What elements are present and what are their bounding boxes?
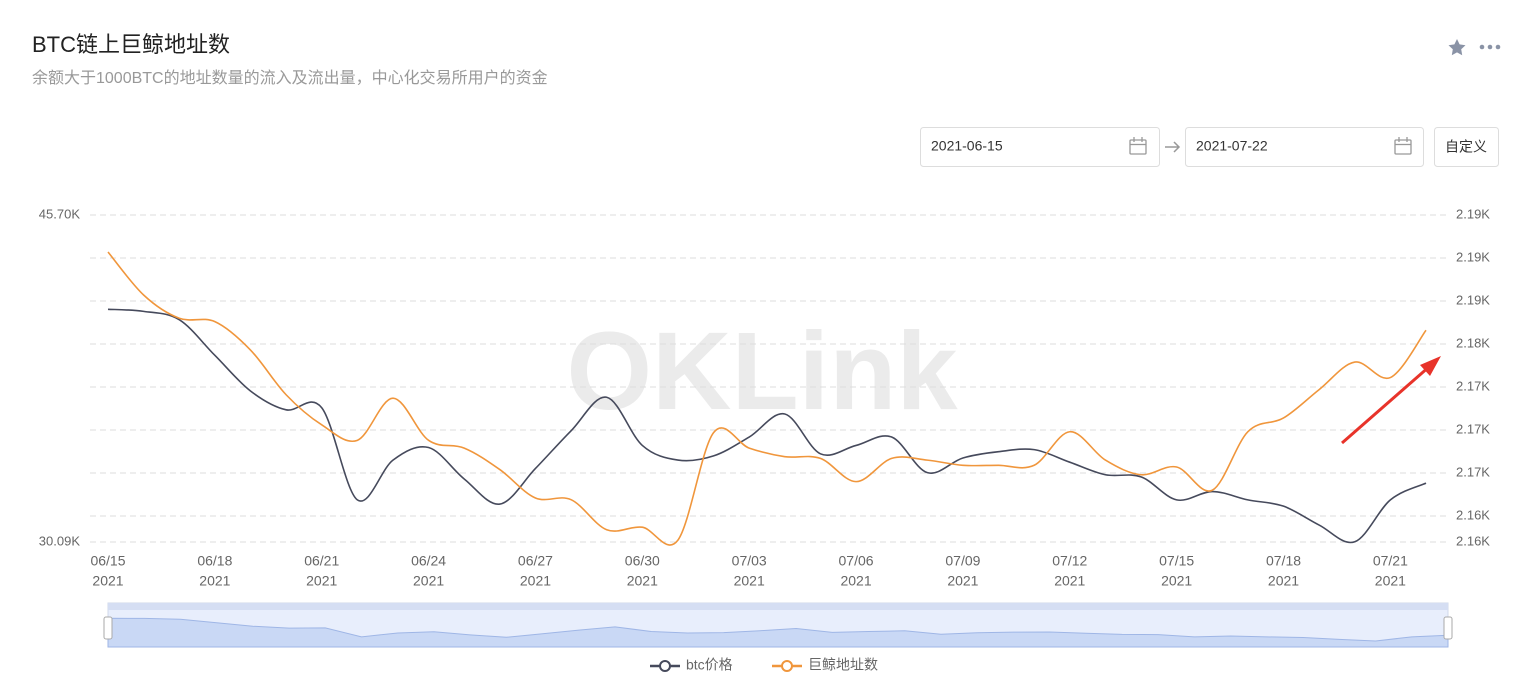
range-arrow [1165,141,1181,153]
x-tick-label: 07/09 [945,553,980,569]
x-tick-year: 2021 [413,573,444,589]
star-icon[interactable] [1448,39,1466,56]
annotation-arrow [1341,364,1431,445]
y2-tick-label: 2.19K [1456,292,1490,307]
zoom-handle [103,616,113,640]
x-tick-label: 07/15 [1159,553,1194,569]
series-line [107,308,1427,544]
legend-marker [659,660,671,672]
x-tick-year: 2021 [734,573,765,589]
x-tick-label: 07/06 [839,553,874,569]
y2-tick-label: 2.19K [1456,249,1490,264]
x-tick-year: 2021 [520,573,551,589]
y2-tick-label: 2.16K [1456,533,1490,548]
zoom-area [107,617,1449,648]
y2-tick-label: 2.17K [1456,378,1490,393]
x-tick-year: 2021 [627,573,658,589]
custom-button-label: 自定义 [1445,139,1487,155]
x-tick-year: 2021 [199,573,230,589]
y2-tick-label: 2.16K [1456,507,1490,522]
x-tick-year: 2021 [92,573,123,589]
series-line [107,251,1427,546]
x-tick-label: 06/27 [518,553,553,569]
y2-tick-label: 2.18K [1456,335,1490,350]
y2-tick-label: 2.17K [1456,421,1490,436]
x-tick-label: 07/18 [1266,553,1301,569]
y2-tick-label: 2.17K [1456,464,1490,479]
y2-tick-label: 2.19K [1456,206,1490,221]
watermark: OKLink [566,310,958,433]
start-date: 2021-06-15 [931,138,1003,154]
x-tick-label: 07/21 [1373,553,1408,569]
x-tick-year: 2021 [1054,573,1085,589]
legend-label: 巨鲸地址数 [808,657,878,673]
custom-button[interactable] [1434,127,1499,167]
end-date: 2021-07-22 [1196,138,1268,154]
x-tick-label: 07/03 [732,553,767,569]
title: BTC链上巨鲸地址数 [32,32,230,57]
calendar-icon [1129,137,1147,155]
x-tick-year: 2021 [1375,573,1406,589]
legend-label: btc价格 [686,657,733,673]
x-tick-label: 06/21 [304,553,339,569]
x-tick-year: 2021 [1161,573,1192,589]
y-tick-label: 45.70K [39,206,81,221]
x-tick-label: 06/15 [90,553,125,569]
zoom-handle [1443,616,1453,640]
end-date-input[interactable] [1185,127,1424,167]
x-tick-year: 2021 [1268,573,1299,589]
annotation-arrow-head [1420,356,1441,376]
x-tick-year: 2021 [306,573,337,589]
x-tick-label: 06/18 [197,553,232,569]
x-tick-year: 2021 [947,573,978,589]
start-date-input[interactable] [920,127,1160,167]
more-icon[interactable] [1479,44,1501,50]
calendar-icon [1394,137,1412,155]
subtitle: 余额大于1000BTC的地址数量的流入及流出量，中心化交易所用户的资金 [32,68,548,87]
x-tick-label: 06/30 [625,553,660,569]
x-tick-label: 06/24 [411,553,446,569]
x-tick-year: 2021 [840,573,871,589]
legend-marker [781,660,793,672]
y-tick-label: 30.09K [39,533,81,548]
zoom-top-bar [108,603,1448,610]
x-tick-label: 07/12 [1052,553,1087,569]
